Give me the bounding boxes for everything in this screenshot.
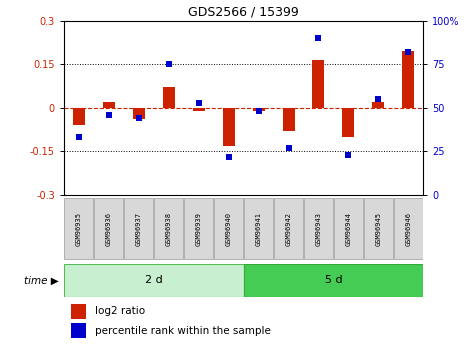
FancyBboxPatch shape (304, 198, 333, 259)
Bar (313, 60, 324, 108)
FancyBboxPatch shape (124, 198, 153, 259)
FancyBboxPatch shape (394, 198, 423, 259)
FancyBboxPatch shape (214, 198, 243, 259)
Bar (193, 108, 205, 111)
FancyBboxPatch shape (244, 198, 273, 259)
FancyBboxPatch shape (95, 198, 123, 259)
Bar (282, 108, 295, 131)
FancyBboxPatch shape (274, 198, 303, 259)
FancyBboxPatch shape (244, 264, 423, 297)
Point (375, 96, 382, 102)
Point (345, 152, 352, 158)
Text: 2 d: 2 d (145, 275, 163, 285)
Point (75, 135, 83, 140)
Title: GDS2566 / 15399: GDS2566 / 15399 (188, 5, 299, 18)
Bar (163, 88, 175, 108)
Text: GSM96936: GSM96936 (106, 211, 112, 246)
FancyBboxPatch shape (184, 198, 213, 259)
Text: GSM96935: GSM96935 (76, 211, 82, 246)
Bar (73, 108, 85, 125)
Bar (71, 304, 86, 319)
FancyBboxPatch shape (334, 198, 363, 259)
Text: GSM96944: GSM96944 (345, 211, 351, 246)
Text: GSM96942: GSM96942 (286, 211, 291, 246)
Text: GSM96940: GSM96940 (226, 211, 232, 246)
Point (315, 36, 322, 41)
Bar (372, 102, 385, 108)
Text: GSM96937: GSM96937 (136, 211, 142, 246)
Bar (253, 108, 264, 111)
Point (165, 61, 173, 67)
Point (105, 112, 113, 118)
Bar (403, 51, 414, 108)
Text: GSM96946: GSM96946 (405, 211, 412, 246)
Point (195, 100, 202, 105)
FancyBboxPatch shape (64, 264, 244, 297)
Bar (223, 108, 235, 146)
Bar (103, 102, 115, 108)
FancyBboxPatch shape (364, 198, 393, 259)
Text: GSM96943: GSM96943 (315, 211, 322, 246)
Text: log2 ratio: log2 ratio (95, 306, 145, 316)
Bar (133, 108, 145, 119)
Bar (71, 323, 86, 338)
Text: GSM96945: GSM96945 (376, 211, 381, 246)
Text: 5 d: 5 d (324, 275, 342, 285)
Text: percentile rank within the sample: percentile rank within the sample (95, 326, 271, 336)
Text: GSM96941: GSM96941 (255, 211, 262, 246)
Text: GSM96938: GSM96938 (166, 211, 172, 246)
Point (404, 49, 412, 55)
Text: GSM96939: GSM96939 (196, 211, 201, 246)
Bar (342, 108, 354, 137)
Point (285, 145, 292, 151)
Text: time ▶: time ▶ (25, 275, 59, 285)
FancyBboxPatch shape (64, 198, 93, 259)
Point (255, 109, 263, 114)
FancyBboxPatch shape (154, 198, 183, 259)
Point (225, 154, 232, 159)
Point (135, 116, 142, 121)
